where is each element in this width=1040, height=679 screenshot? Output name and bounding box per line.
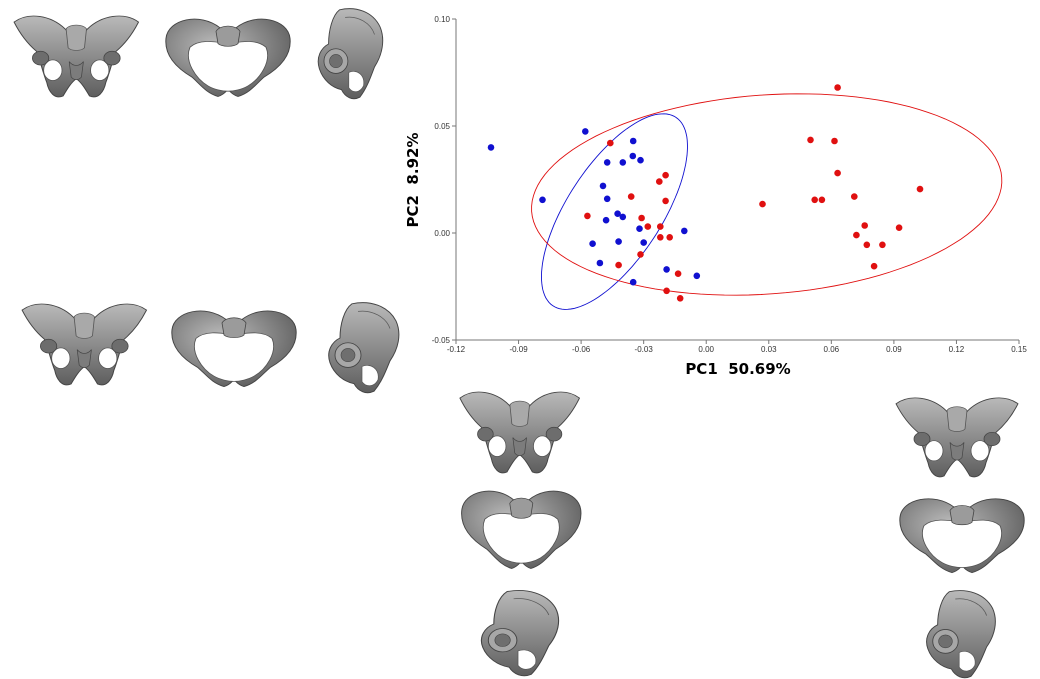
scatter-point [662, 171, 669, 179]
x-ticks: -0.12 -0.09 -0.06 -0.03 0.00 0.03 0.06 0.09 0.12… [447, 340, 1027, 354]
x-tick-label: 0.00 [698, 345, 714, 354]
y-axis-title: PC2 8.92% [404, 133, 422, 228]
y-ticks: 0.10 0.05 0.00 -0.05 [432, 15, 456, 345]
x-axis-title: PC1 50.69% [685, 360, 790, 378]
confidence-ellipse [541, 113, 688, 310]
scatter-point [879, 241, 886, 249]
x-tick-label: 0.15 [1011, 345, 1027, 354]
y-tick-label: 0.10 [434, 15, 450, 24]
scatter-point [638, 214, 645, 222]
scatter-point [666, 234, 673, 241]
y-tick-label: 0.00 [434, 229, 450, 238]
scatter-point [657, 223, 664, 230]
scatter-point [693, 272, 701, 280]
scatter-point [637, 156, 644, 164]
scatter-point [599, 182, 607, 190]
x-tick-label: -0.09 [509, 345, 528, 354]
scatter-point [834, 84, 841, 91]
pelvis-lateral-view [317, 8, 384, 100]
scatter-point [614, 210, 621, 217]
scatter-point [582, 128, 589, 135]
pelvis-anterior-view [13, 15, 140, 98]
scatter-point [676, 295, 684, 302]
scatter-point [662, 197, 669, 205]
scatter-point [636, 225, 643, 232]
scatter-point [603, 195, 611, 203]
scatter-point [589, 240, 596, 247]
pelvis-anterior-view [459, 391, 580, 474]
scatter-point [487, 144, 495, 151]
scatter-point [619, 213, 627, 221]
scatter-point [644, 223, 652, 230]
x-tick-label: 0.12 [949, 345, 965, 354]
x-tick-label: 0.03 [761, 345, 777, 354]
scatter-point [863, 241, 871, 249]
scatter-point [539, 196, 546, 204]
scatter-point [629, 137, 637, 145]
scatter-point [663, 287, 670, 295]
scatter-point [681, 227, 688, 235]
pelvis-superior-view [899, 498, 1025, 574]
pelvis-anterior-view [895, 397, 1019, 478]
scatter-point [759, 200, 766, 208]
scatter-point [870, 262, 878, 270]
pelvis-lateral-view [926, 590, 996, 679]
scatter-point [663, 266, 670, 273]
scatter-point [627, 193, 635, 200]
scatter-point [607, 139, 614, 147]
scatter-point [674, 270, 682, 278]
scatter-point [640, 239, 647, 246]
pca-scatter-plot: -0.12 -0.09 -0.06 -0.03 0.00 0.03 0.06 0.09 0.12… [404, 15, 1027, 378]
pelvis-superior-view [171, 310, 297, 388]
scatter-point [895, 224, 903, 231]
pelvis-lateral-view [480, 589, 560, 677]
x-tick-label: -0.06 [572, 345, 591, 354]
scatter-point [629, 278, 637, 286]
scatter-point [916, 185, 924, 193]
pelvis-figures-bottom-positive-pc1 [895, 397, 1025, 679]
scatter-point [807, 136, 814, 144]
scatter-point [603, 159, 611, 166]
pelvis-superior-view [165, 18, 291, 97]
scatter-point [853, 231, 860, 239]
scatter-point [615, 261, 622, 269]
scatter-point [596, 259, 604, 267]
pelvis-anterior-view [21, 303, 148, 386]
x-tick-label: -0.12 [447, 345, 466, 354]
pelvis-figures-bottom-negative-pc1 [459, 391, 582, 677]
scatter-point [615, 238, 622, 245]
pelvis-superior-view [461, 490, 582, 569]
scatter-point [637, 251, 644, 258]
y-tick-label: -0.05 [432, 336, 451, 345]
scatter-point [834, 169, 841, 177]
scatter-point [619, 159, 627, 166]
scatter-point [584, 212, 591, 220]
x-tick-label: -0.03 [635, 345, 654, 354]
scatter-point [657, 234, 664, 241]
y-tick-label: 0.05 [434, 122, 450, 131]
pelvis-lateral-view [328, 302, 400, 394]
pelvis-figures-top-left [13, 8, 384, 100]
x-tick-label: 0.06 [824, 345, 840, 354]
scatter-point [851, 193, 858, 200]
x-tick-label: 0.09 [886, 345, 902, 354]
scatter-point [831, 137, 838, 145]
pelvis-figures-middle-left [21, 302, 400, 394]
scatter-point [811, 196, 818, 204]
scatter-point [818, 196, 826, 204]
scatter-point [656, 178, 663, 185]
scatter-point [602, 216, 610, 224]
scatter-point [861, 222, 868, 229]
ellipses-layer [531, 93, 1003, 310]
confidence-ellipse [531, 93, 1003, 296]
scatter-point [629, 152, 637, 160]
points-layer [487, 84, 924, 302]
